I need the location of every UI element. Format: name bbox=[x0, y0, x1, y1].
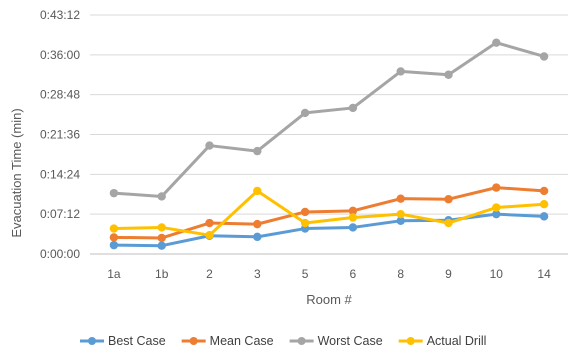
x-tick-label: 3 bbox=[254, 267, 261, 281]
legend-label: Best Case bbox=[108, 334, 166, 348]
x-tick-label: 1a bbox=[107, 267, 121, 281]
y-axis-title: Evacuation Time (min) bbox=[9, 108, 24, 237]
data-point bbox=[348, 213, 358, 222]
legend-swatch-marker bbox=[189, 337, 198, 345]
y-tick-label: 0:14:24 bbox=[40, 167, 80, 181]
x-tick-label: 2 bbox=[206, 267, 213, 281]
data-point bbox=[539, 52, 549, 61]
data-point bbox=[348, 103, 358, 113]
x-tick-label: 10 bbox=[490, 267, 504, 281]
data-point bbox=[253, 232, 262, 242]
data-point bbox=[300, 108, 310, 118]
data-point bbox=[157, 223, 166, 232]
series-line bbox=[112, 189, 546, 237]
legend: Best Case Mean Case Worst Case Actual Drill bbox=[80, 334, 486, 348]
legend-swatch-marker bbox=[297, 337, 306, 345]
data-point bbox=[157, 241, 166, 250]
data-point bbox=[157, 233, 166, 243]
x-tick-label: 5 bbox=[302, 267, 309, 281]
data-point bbox=[444, 70, 453, 79]
data-point bbox=[109, 240, 119, 250]
x-tick-label: 8 bbox=[397, 267, 404, 281]
x-tick-label: 1b bbox=[155, 267, 169, 281]
x-tick-label: 14 bbox=[537, 267, 551, 281]
legend-item: Mean Case bbox=[181, 334, 274, 348]
data-point bbox=[396, 209, 405, 219]
data-point bbox=[492, 203, 501, 212]
series-group bbox=[109, 38, 549, 250]
data-point bbox=[492, 38, 501, 47]
x-axis-tick-labels: 1a 1b 2 3 5 6 8 9 10 14 bbox=[107, 267, 551, 281]
data-point bbox=[205, 218, 214, 228]
y-tick-label: 0:21:36 bbox=[40, 128, 80, 142]
data-point bbox=[539, 200, 549, 209]
data-point bbox=[253, 219, 262, 229]
x-tick-label: 6 bbox=[350, 267, 357, 281]
data-point bbox=[492, 209, 501, 219]
x-tick-label: 9 bbox=[445, 267, 452, 281]
series-actual-drill bbox=[109, 186, 549, 240]
data-point bbox=[539, 212, 549, 221]
y-tick-label: 0:36:00 bbox=[40, 48, 80, 62]
y-axis-tick-labels: 0:00:00 0:07:12 0:14:24 0:21:36 0:28:48 0:36:… bbox=[40, 8, 80, 261]
series-line bbox=[112, 41, 546, 198]
data-point bbox=[492, 183, 501, 192]
data-point bbox=[300, 218, 310, 228]
legend-swatch-marker bbox=[406, 337, 415, 345]
y-tick-label: 0:07:12 bbox=[40, 207, 80, 221]
legend-label: Actual Drill bbox=[427, 334, 487, 348]
x-axis-title: Room # bbox=[306, 292, 352, 307]
data-point bbox=[253, 146, 262, 156]
data-point bbox=[109, 188, 119, 198]
series-worst-case bbox=[109, 38, 549, 201]
legend-label: Worst Case bbox=[318, 334, 383, 348]
data-point bbox=[205, 141, 214, 150]
legend-item: Actual Drill bbox=[398, 334, 487, 348]
data-point bbox=[205, 230, 214, 240]
data-point bbox=[109, 233, 119, 242]
data-point bbox=[109, 224, 119, 233]
series-line bbox=[112, 212, 546, 248]
data-point bbox=[157, 192, 166, 201]
y-tick-label: 0:28:48 bbox=[40, 88, 80, 102]
data-point bbox=[396, 216, 405, 226]
legend-label: Mean Case bbox=[210, 334, 274, 348]
data-point bbox=[396, 67, 405, 76]
legend-item: Best Case bbox=[80, 334, 166, 348]
legend-swatch-marker bbox=[88, 337, 96, 345]
legend-item: Worst Case bbox=[289, 334, 383, 348]
data-point bbox=[253, 186, 262, 196]
data-point bbox=[348, 206, 358, 216]
y-tick-label: 0:00:00 bbox=[40, 247, 80, 261]
data-point bbox=[300, 207, 310, 217]
data-point bbox=[539, 186, 549, 196]
data-point bbox=[348, 223, 358, 232]
data-point bbox=[444, 195, 453, 204]
data-point bbox=[444, 218, 453, 228]
y-tick-label: 0:43:12 bbox=[40, 8, 80, 22]
data-point bbox=[396, 194, 405, 203]
